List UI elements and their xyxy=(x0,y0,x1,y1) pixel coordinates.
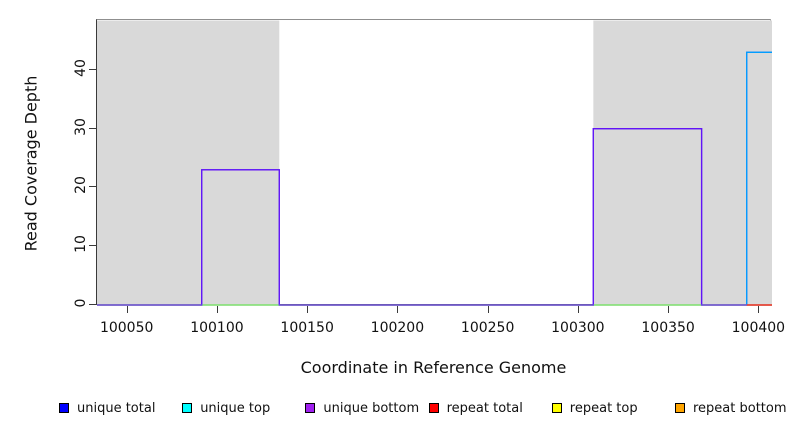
y-tick-mark xyxy=(89,127,96,129)
legend: unique total unique top unique bottom repea… xyxy=(0,398,792,422)
legend-swatch-repeat-bottom xyxy=(675,403,685,413)
y-tick-mark xyxy=(89,186,96,188)
legend-label: repeat top xyxy=(569,400,638,416)
legend-label: unique total xyxy=(77,400,156,416)
x-tick-mark xyxy=(216,306,218,313)
plot-area xyxy=(96,19,772,306)
x-tick-label: 100300 xyxy=(551,320,605,336)
legend-swatch-repeat-top xyxy=(551,403,562,413)
x-tick-label: 100250 xyxy=(460,320,515,336)
x-tick-mark xyxy=(668,306,670,313)
y-tick-mark xyxy=(89,245,96,247)
legend-item: repeat total xyxy=(428,398,523,418)
legend-item: unique bottom xyxy=(305,398,419,418)
legend-item: repeat top xyxy=(551,398,638,418)
repeat-region xyxy=(593,20,772,306)
legend-label: unique top xyxy=(200,400,271,416)
legend-item: unique top xyxy=(182,398,270,418)
coverage-chart-canvas xyxy=(97,20,772,306)
x-tick-mark xyxy=(487,306,489,313)
y-tick-label: 40 xyxy=(73,59,89,77)
legend-item: unique total xyxy=(59,398,155,418)
x-axis-title: Coordinate in Reference Genome xyxy=(300,358,567,377)
y-tick-mark xyxy=(89,68,96,70)
repeat-region xyxy=(97,20,280,306)
y-tick-label: 20 xyxy=(73,176,89,195)
y-tick-label: 0 xyxy=(73,298,89,308)
legend-label: repeat total xyxy=(446,400,523,416)
y-axis-title: Read Coverage Depth xyxy=(21,75,41,252)
x-tick-label: 100050 xyxy=(99,320,154,336)
y-tick-label: 10 xyxy=(73,235,89,254)
x-tick-label: 100350 xyxy=(641,320,695,336)
x-tick-label: 100100 xyxy=(190,320,244,336)
x-tick-mark xyxy=(397,306,399,313)
x-tick-mark xyxy=(126,306,128,313)
series-unique-bottom xyxy=(97,128,772,306)
legend-item: repeat bottom xyxy=(675,398,787,418)
legend-swatch-repeat-total xyxy=(428,403,439,413)
x-tick-label: 100400 xyxy=(731,320,786,336)
x-tick-label: 100150 xyxy=(280,320,334,336)
x-tick-mark xyxy=(577,306,579,313)
y-tick-mark xyxy=(89,304,96,305)
legend-swatch-unique-total xyxy=(59,403,69,413)
legend-swatch-unique-bottom xyxy=(305,403,316,413)
x-tick-label: 100200 xyxy=(370,320,425,336)
legend-swatch-unique-top xyxy=(182,403,193,413)
legend-label: repeat bottom xyxy=(693,400,787,416)
x-tick-mark xyxy=(307,306,309,313)
y-tick-label: 30 xyxy=(73,117,89,136)
x-tick-mark xyxy=(758,306,760,313)
legend-label: unique bottom xyxy=(323,400,420,416)
